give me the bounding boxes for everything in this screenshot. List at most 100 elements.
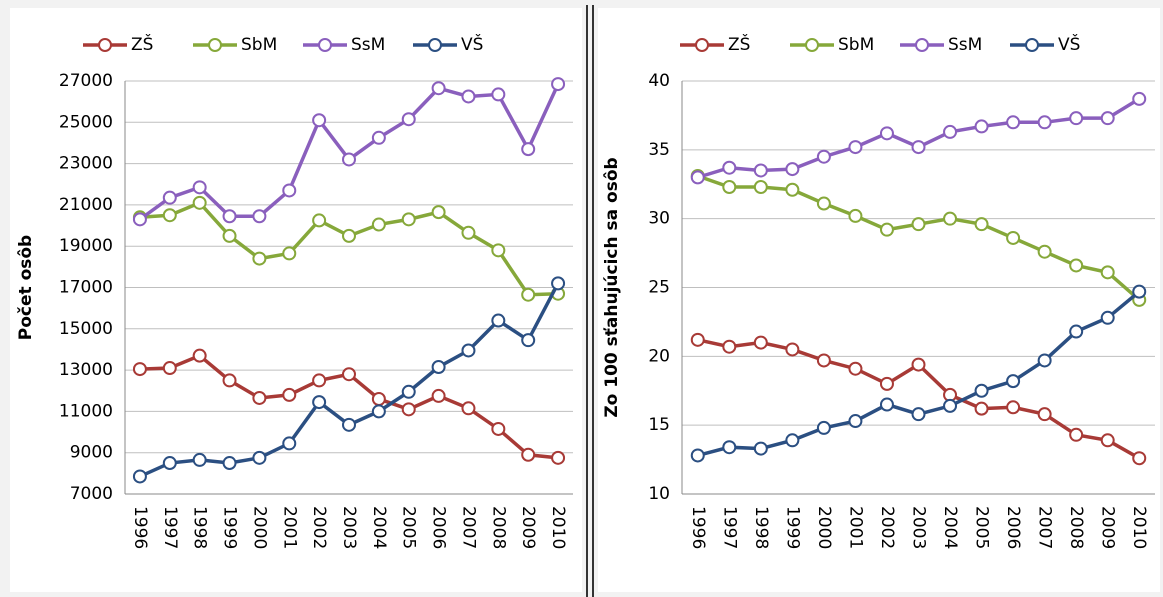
- x-tick-label: 2000: [249, 506, 269, 549]
- marker: [1006, 374, 1021, 389]
- marker: [222, 373, 237, 388]
- marker: [132, 362, 147, 377]
- x-tick-label: 2008: [488, 506, 508, 549]
- x-tick-label: 2003: [909, 506, 929, 549]
- marker: [162, 190, 177, 205]
- x-tick-label: 1999: [220, 506, 240, 549]
- marker: [816, 149, 831, 164]
- marker: [1006, 115, 1021, 130]
- marker: [551, 77, 566, 92]
- marker: [371, 217, 386, 232]
- marker: [816, 353, 831, 368]
- x-tick-label: 2010: [1129, 506, 1149, 549]
- marker: [1132, 91, 1147, 106]
- legend-marker: [98, 38, 112, 52]
- marker: [879, 126, 894, 141]
- marker: [431, 360, 446, 375]
- marker: [753, 163, 768, 178]
- x-tick-label: 2003: [339, 506, 359, 549]
- marker: [431, 388, 446, 403]
- y-tick-label: 25000: [59, 112, 113, 132]
- x-tick-label: 1997: [719, 506, 739, 549]
- legend-marker: [805, 38, 819, 52]
- marker: [282, 183, 297, 198]
- marker: [943, 398, 958, 413]
- marker: [848, 361, 863, 376]
- marker: [431, 205, 446, 220]
- marker: [879, 376, 894, 391]
- marker: [1069, 258, 1084, 273]
- x-tick-label: 2004: [369, 506, 389, 549]
- marker: [974, 217, 989, 232]
- x-tick-label: 1998: [751, 506, 771, 549]
- marker: [192, 348, 207, 363]
- marker: [521, 333, 536, 348]
- marker: [252, 209, 267, 224]
- legend-marker: [318, 38, 332, 52]
- marker: [461, 343, 476, 358]
- x-tick-label: 1998: [190, 506, 210, 549]
- marker: [192, 180, 207, 195]
- x-tick-label: 2006: [1003, 506, 1023, 549]
- marker: [848, 208, 863, 223]
- y-tick-label: 21000: [59, 195, 113, 215]
- legend-label: SbM: [241, 35, 277, 55]
- marker: [1069, 111, 1084, 126]
- y-axis-title: Počet osôb: [16, 235, 36, 340]
- marker: [722, 180, 737, 195]
- marker: [312, 395, 327, 410]
- y-tick-label: 7000: [70, 484, 113, 504]
- marker: [816, 420, 831, 435]
- legend-marker: [695, 38, 709, 52]
- right-panel: [598, 8, 1160, 592]
- marker: [192, 452, 207, 467]
- y-tick-label: 25: [648, 278, 670, 298]
- marker: [461, 401, 476, 416]
- marker: [252, 450, 267, 465]
- marker: [222, 456, 237, 471]
- marker: [848, 140, 863, 155]
- marker: [1037, 115, 1052, 130]
- x-tick-label: 1996: [688, 506, 708, 549]
- x-tick-label: 2001: [279, 506, 299, 549]
- marker: [342, 417, 356, 432]
- marker: [1037, 407, 1052, 422]
- x-tick-label: 1996: [130, 506, 150, 549]
- marker: [132, 212, 147, 227]
- marker: [491, 421, 506, 436]
- y-tick-label: 13000: [59, 360, 113, 380]
- marker: [342, 152, 356, 167]
- marker: [401, 112, 416, 127]
- legend-label: SsM: [351, 35, 385, 55]
- marker: [491, 87, 506, 102]
- marker: [690, 332, 705, 347]
- y-tick-label: 35: [648, 140, 670, 160]
- marker: [722, 160, 737, 175]
- marker: [401, 212, 416, 227]
- marker: [282, 387, 297, 402]
- x-tick-label: 2005: [972, 506, 992, 549]
- legend-marker: [915, 38, 929, 52]
- x-tick-label: 1997: [160, 506, 180, 549]
- marker: [943, 211, 958, 226]
- marker: [132, 469, 147, 484]
- x-tick-label: 2008: [1066, 506, 1086, 549]
- marker: [1132, 284, 1147, 299]
- marker: [371, 130, 386, 145]
- legend-label: VŠ: [461, 33, 483, 55]
- marker: [943, 124, 958, 139]
- x-tick-label: 2007: [458, 506, 478, 549]
- marker: [690, 448, 705, 463]
- marker: [848, 414, 863, 429]
- marker: [342, 367, 356, 382]
- marker: [1069, 427, 1084, 442]
- left-panel: [10, 8, 582, 592]
- marker: [222, 228, 237, 243]
- marker: [1100, 111, 1115, 126]
- marker: [974, 119, 989, 134]
- marker: [252, 251, 267, 266]
- y-tick-label: 23000: [59, 154, 113, 174]
- marker: [371, 392, 386, 407]
- marker: [974, 401, 989, 416]
- x-tick-label: 2009: [518, 506, 538, 549]
